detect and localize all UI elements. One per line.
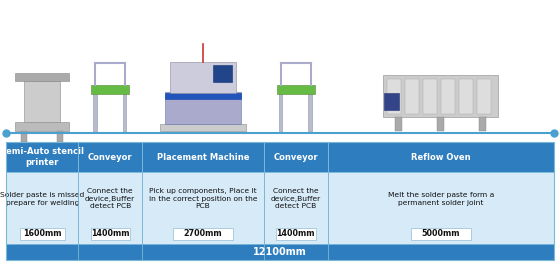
Text: 1400mm: 1400mm	[91, 230, 129, 239]
Text: 12100mm: 12100mm	[253, 247, 307, 257]
Text: 1600mm: 1600mm	[23, 230, 62, 239]
Bar	[459, 78, 473, 114]
Bar	[142, 172, 264, 244]
Bar	[309, 87, 312, 131]
Text: Placement Machine: Placement Machine	[157, 153, 249, 162]
Bar	[173, 228, 233, 240]
Bar	[411, 228, 471, 240]
Text: Conveyor: Conveyor	[88, 153, 133, 162]
Text: Connect the
device,Buffer
detect PCB: Connect the device,Buffer detect PCB	[85, 188, 135, 210]
Bar	[24, 81, 60, 122]
Bar	[15, 73, 69, 81]
Bar	[6, 142, 78, 172]
Text: Solder paste is missed
prepare for welding: Solder paste is missed prepare for weldi…	[0, 192, 85, 206]
Bar	[20, 228, 65, 240]
Bar	[123, 87, 126, 131]
Bar	[57, 131, 63, 142]
Bar	[328, 172, 554, 244]
Text: Melt the solder paste form a
permanent solder joint: Melt the solder paste form a permanent s…	[388, 192, 494, 206]
Bar	[264, 172, 328, 244]
Bar	[212, 65, 231, 81]
Bar	[78, 142, 142, 172]
Bar	[94, 87, 97, 131]
Bar	[91, 85, 129, 93]
Text: Reflow Oven: Reflow Oven	[411, 153, 470, 162]
Text: Connect the
device,Buffer
detect PCB: Connect the device,Buffer detect PCB	[271, 188, 321, 210]
Bar	[142, 142, 264, 172]
Text: 5000mm: 5000mm	[422, 230, 460, 239]
Bar	[276, 228, 315, 240]
Bar	[277, 85, 315, 93]
Bar	[384, 93, 399, 110]
Bar	[15, 122, 69, 131]
Bar	[395, 117, 403, 131]
Bar	[479, 117, 487, 131]
Bar	[405, 78, 419, 114]
Bar	[165, 92, 241, 124]
Bar	[328, 142, 554, 172]
Bar	[387, 78, 401, 114]
Bar	[6, 244, 554, 260]
Bar	[423, 78, 437, 114]
Bar	[91, 228, 130, 240]
Bar	[21, 131, 27, 142]
Text: 1400mm: 1400mm	[277, 230, 315, 239]
Bar	[78, 172, 142, 244]
Bar	[170, 62, 236, 93]
Text: 2700mm: 2700mm	[184, 230, 222, 239]
Text: Semi-Auto stencil
printer: Semi-Auto stencil printer	[0, 147, 84, 167]
Bar	[6, 172, 78, 244]
Text: Conveyor: Conveyor	[273, 153, 318, 162]
Bar	[383, 75, 498, 117]
Bar	[441, 78, 455, 114]
Bar	[437, 117, 445, 131]
Bar	[264, 142, 328, 172]
Text: Pick up components, Place it
in the correct position on the
PCB: Pick up components, Place it in the corr…	[149, 188, 257, 210]
Bar	[477, 78, 491, 114]
Bar	[279, 87, 282, 131]
Bar	[160, 124, 246, 131]
Bar	[6, 142, 554, 260]
Bar	[165, 93, 241, 98]
